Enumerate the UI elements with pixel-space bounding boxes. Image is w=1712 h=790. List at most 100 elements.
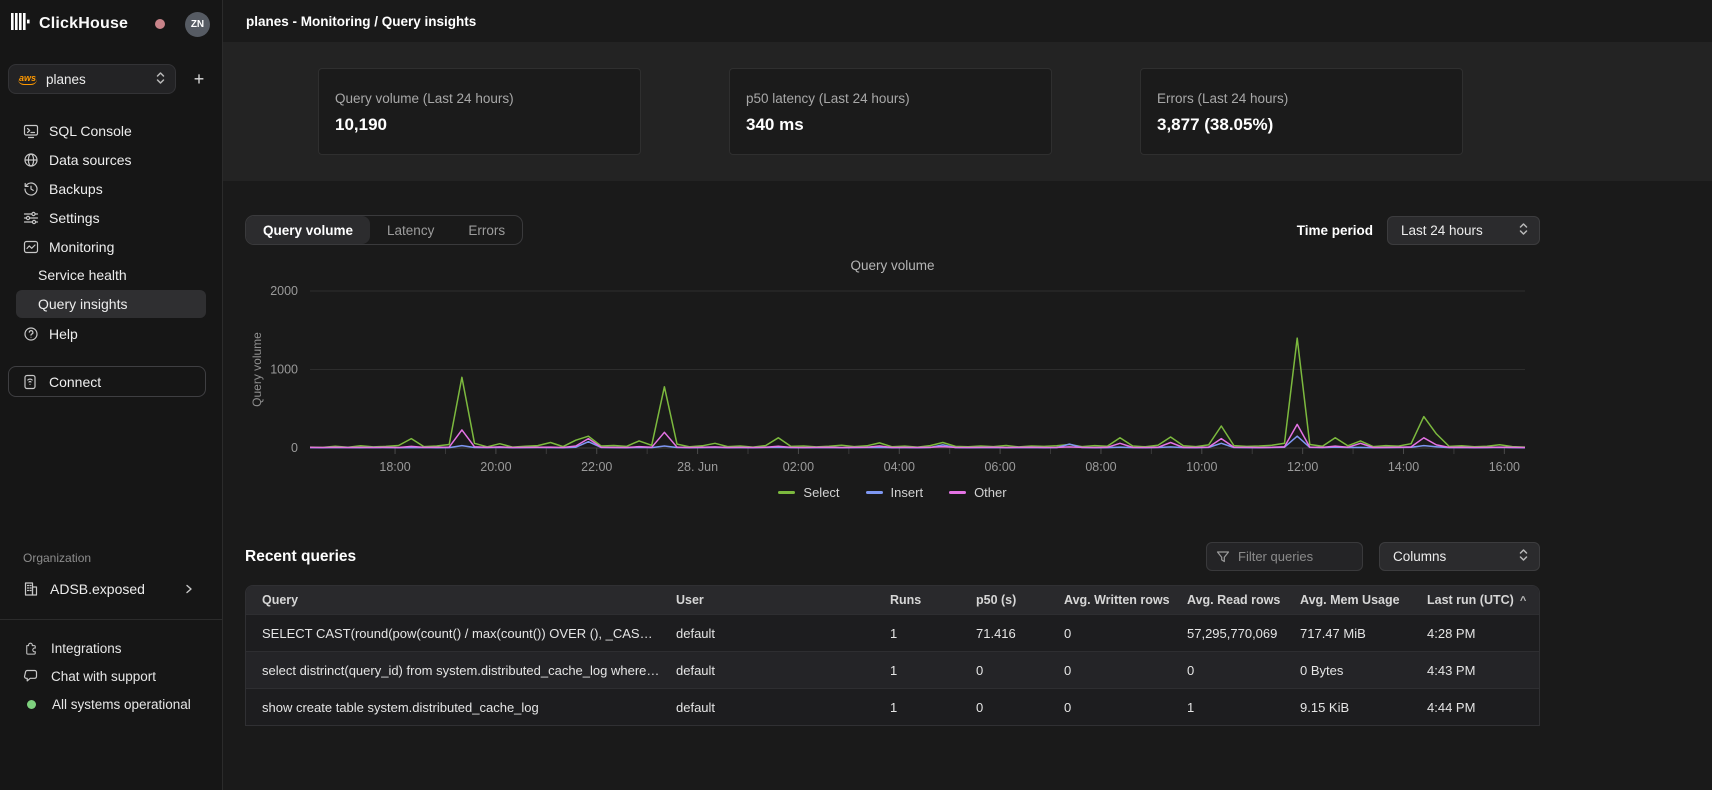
connect-button[interactable]: Connect <box>8 366 206 397</box>
table-cell: default <box>660 663 874 678</box>
stat-card-errors: Errors (Last 24 hours) 3,877 (38.05%) <box>1140 68 1463 155</box>
legend-item-insert[interactable]: Insert <box>866 485 924 500</box>
column-header[interactable]: Last run (UTC)^ <box>1411 593 1539 607</box>
footer-item-label: Chat with support <box>51 669 156 684</box>
table-cell: default <box>660 626 874 641</box>
table-cell: 0 <box>1048 700 1171 715</box>
operational-dot-icon <box>27 700 36 709</box>
svg-text:02:00: 02:00 <box>783 460 814 474</box>
sidebar-item-chat-support[interactable]: Chat with support <box>0 662 222 690</box>
table-cell: 0 <box>1171 663 1284 678</box>
column-header[interactable]: User <box>660 593 874 607</box>
table-cell: 0 <box>960 663 1048 678</box>
sidebar-item-query-insights[interactable]: Query insights <box>16 290 206 318</box>
content: Query volume Latency Errors Time period … <box>245 181 1540 726</box>
column-header[interactable]: Avg. Read rows <box>1171 593 1284 607</box>
sidebar-item-settings[interactable]: Settings <box>0 203 222 232</box>
service-selector[interactable]: aws planes <box>8 64 176 94</box>
filter-queries-input[interactable] <box>1238 549 1348 564</box>
svg-text:16:00: 16:00 <box>1489 460 1520 474</box>
column-header[interactable]: Runs <box>874 593 960 607</box>
column-header[interactable]: p50 (s) <box>960 593 1048 607</box>
sidebar: ClickHouse ZN aws planes + SQL Console <box>0 0 223 790</box>
legend-item-select[interactable]: Select <box>778 485 839 500</box>
sidebar-item-backups[interactable]: Backups <box>0 174 222 203</box>
globe-icon <box>23 152 39 168</box>
legend-swatch-icon <box>866 491 883 494</box>
table-cell: 1 <box>1171 700 1284 715</box>
organization-section-label: Organization <box>0 551 222 565</box>
column-header[interactable]: Avg. Mem Usage <box>1284 593 1411 607</box>
avatar[interactable]: ZN <box>185 12 210 37</box>
clickhouse-logo-icon <box>10 11 31 37</box>
table-cell: 4:28 PM <box>1411 626 1539 641</box>
sidebar-bottom: Organization ADSB.exposed Integrations C… <box>0 551 222 790</box>
sidebar-item-service-health[interactable]: Service health <box>16 261 206 289</box>
legend-item-other[interactable]: Other <box>949 485 1007 500</box>
legend-swatch-icon <box>949 491 966 494</box>
column-header[interactable]: Avg. Written rows <box>1048 593 1171 607</box>
table-cell: 1 <box>874 626 960 641</box>
sidebar-item-label: Query insights <box>38 296 127 312</box>
table-row[interactable]: select distrinct(query_id) from system.d… <box>246 651 1539 688</box>
table-cell: 717.47 MiB <box>1284 626 1411 641</box>
table-header-row: QueryUserRunsp50 (s)Avg. Written rowsAvg… <box>246 586 1539 614</box>
terminal-icon <box>23 123 39 139</box>
svg-text:22:00: 22:00 <box>581 460 612 474</box>
brand-name: ClickHouse <box>39 15 128 33</box>
stat-label: Errors (Last 24 hours) <box>1157 91 1446 106</box>
chart-legend: Select Insert Other <box>245 485 1540 500</box>
table-row[interactable]: SELECT CAST(round(pow(count() / max(coun… <box>246 614 1539 651</box>
stat-value: 340 ms <box>746 115 1035 135</box>
funnel-icon <box>1216 550 1230 564</box>
organization-item[interactable]: ADSB.exposed <box>0 575 222 603</box>
table-cell: 1 <box>874 663 960 678</box>
sidebar-item-label: SQL Console <box>49 123 132 139</box>
time-period-value: Last 24 hours <box>1401 223 1508 238</box>
sidebar-item-monitoring[interactable]: Monitoring <box>0 232 222 261</box>
svg-text:0: 0 <box>291 441 298 455</box>
stat-value: 10,190 <box>335 115 624 135</box>
time-period-select[interactable]: Last 24 hours <box>1387 216 1540 245</box>
table-cell: 4:43 PM <box>1411 663 1539 678</box>
add-service-button[interactable]: + <box>186 66 212 92</box>
table-cell: show create table system.distributed_cac… <box>246 700 660 715</box>
aws-icon: aws <box>18 74 37 85</box>
history-icon <box>23 181 39 197</box>
sidebar-nav: SQL Console Data sources Backups Setting… <box>0 116 222 348</box>
time-period-label: Time period <box>1297 223 1373 238</box>
svg-text:28. Jun: 28. Jun <box>677 460 718 474</box>
table-row[interactable]: show create table system.distributed_cac… <box>246 688 1539 725</box>
chart-icon <box>23 239 39 255</box>
tab-query-volume[interactable]: Query volume <box>246 216 370 244</box>
sidebar-item-label: Service health <box>38 267 127 283</box>
sidebar-item-label: Settings <box>49 210 100 226</box>
table-cell: default <box>660 700 874 715</box>
service-selector-row: aws planes + <box>8 64 214 94</box>
main-area: planes - Monitoring / Query insights Que… <box>223 0 1712 790</box>
svg-text:Query volume: Query volume <box>250 332 264 407</box>
table-cell: 4:44 PM <box>1411 700 1539 715</box>
sidebar-item-sql-console[interactable]: SQL Console <box>0 116 222 145</box>
service-name: planes <box>46 72 146 87</box>
app-root: ClickHouse ZN aws planes + SQL Console <box>0 0 1712 790</box>
connect-icon <box>22 374 38 390</box>
sidebar-item-help[interactable]: Help <box>0 319 222 348</box>
legend-label: Select <box>803 485 839 500</box>
chevron-updown-icon <box>155 71 166 88</box>
sidebar-item-data-sources[interactable]: Data sources <box>0 145 222 174</box>
columns-select[interactable]: Columns <box>1379 542 1540 571</box>
tab-errors[interactable]: Errors <box>451 216 522 244</box>
table-cell: 71.416 <box>960 626 1048 641</box>
stat-card-query-volume: Query volume (Last 24 hours) 10,190 <box>318 68 641 155</box>
svg-text:08:00: 08:00 <box>1085 460 1116 474</box>
svg-text:18:00: 18:00 <box>379 460 410 474</box>
column-header[interactable]: Query <box>246 593 660 607</box>
svg-text:12:00: 12:00 <box>1287 460 1318 474</box>
legend-swatch-icon <box>778 491 795 494</box>
svg-text:10:00: 10:00 <box>1186 460 1217 474</box>
sidebar-item-integrations[interactable]: Integrations <box>0 634 222 662</box>
system-status[interactable]: All systems operational <box>0 690 222 718</box>
tab-latency[interactable]: Latency <box>370 216 451 244</box>
footer-item-label: All systems operational <box>52 697 191 712</box>
